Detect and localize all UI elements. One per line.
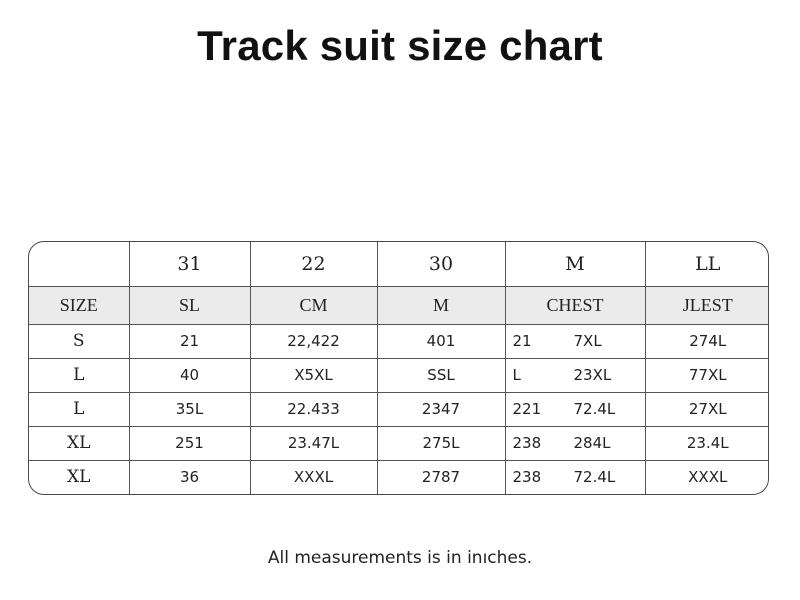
cell-part: 23XL [573,366,612,384]
cell-part: 238 [512,468,542,487]
table-cell: 40 [129,358,251,393]
table-cell-split: 238 284L [505,426,646,461]
table-cell: 2787 [377,460,506,494]
table-row: S 21 22,422 401 21 7XL 274L [29,324,768,359]
table-cell: SSL [377,358,506,393]
table-cell: 22,422 [250,324,378,359]
column-header: JLEST [645,286,768,325]
top-cell: LL [645,242,768,287]
table-row: XL 251 23.47L 275L 238 284L 23.4L [29,426,768,461]
column-header: SL [129,286,251,325]
cell-part: L [512,366,521,384]
table-cell: 401 [377,324,506,359]
table-cell: 274L [645,324,768,359]
size-cell: XL [29,426,130,461]
top-cell [29,242,130,287]
column-header: CM [250,286,378,325]
table-cell: 23.47L [250,426,378,461]
size-cell: XL [29,460,130,494]
table-cell: 22.433 [250,392,378,427]
top-cell: 22 [250,242,378,287]
table-top-row: 31 22 30 M LL [29,242,768,287]
table-cell: 27XL [645,392,768,427]
table-cell-split: 21 7XL [505,324,646,359]
table-cell: XXXL [688,468,728,487]
top-cell: M [505,242,646,287]
table-cell: 21 [129,324,251,359]
column-header: SIZE [29,286,130,325]
table-cell-split: 221 72.4L [505,392,646,427]
page-title: Track suit size chart [197,22,603,69]
table-cell: X5XL [250,358,378,393]
measurement-note: All measurements is in inıches. [267,548,533,568]
column-header: M [377,286,506,325]
table-cell: 251 [129,426,251,461]
cell-part: 284L [573,434,611,452]
table-cell: XXXL [250,460,378,494]
table-row: L 40 X5XL SSL L 23XL 77XL [29,358,768,393]
size-table: 31 22 30 M LL SIZE SL CM M CHEST JLEST S… [29,242,768,494]
cell-part: 72.4L [573,400,616,418]
table-cell-split: 238 72.4L [505,460,646,494]
top-cell: 31 [129,242,251,287]
cell-part: 21 [512,332,532,350]
top-cell: 30 [377,242,506,287]
size-cell: L [29,358,130,393]
cell-part: 221 [512,400,542,418]
cell-part: 7XL [573,332,602,350]
table-cell: 23.4L [645,426,768,461]
table-cell: 2347 [377,392,506,427]
table-row: L 35L 22.433 2347 221 72.4L 27XL [29,392,768,427]
cell-part: 238 [512,434,542,452]
table-cell-split: L 23XL [505,358,646,393]
table-cell: 77XL [645,358,768,393]
size-cell: L [29,392,130,427]
size-cell: S [29,324,130,359]
size-table-container: 31 22 30 M LL SIZE SL CM M CHEST JLEST S… [28,241,769,495]
cell-part: 72.4L [573,468,616,487]
table-cell: 275L [377,426,506,461]
table-row: XL 36 XXXL 2787 238 72.4L XXXL [29,460,768,494]
table-cell: 36 [129,460,251,494]
table-cell: 35L [129,392,251,427]
table-header-row: SIZE SL CM M CHEST JLEST [29,286,768,325]
column-header: CHEST [505,286,646,325]
